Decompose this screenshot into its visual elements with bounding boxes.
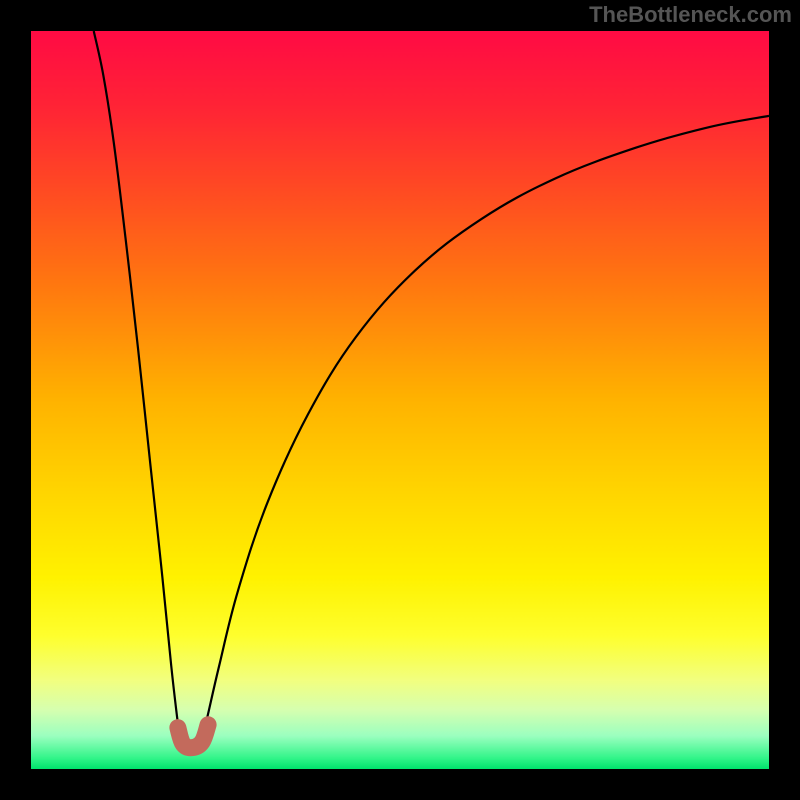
watermark-text: TheBottleneck.com bbox=[589, 2, 792, 28]
gradient-background bbox=[31, 31, 769, 769]
border-left bbox=[0, 0, 31, 800]
chart-container: TheBottleneck.com bbox=[0, 0, 800, 800]
border-right bbox=[769, 0, 800, 800]
border-bottom bbox=[0, 769, 800, 800]
